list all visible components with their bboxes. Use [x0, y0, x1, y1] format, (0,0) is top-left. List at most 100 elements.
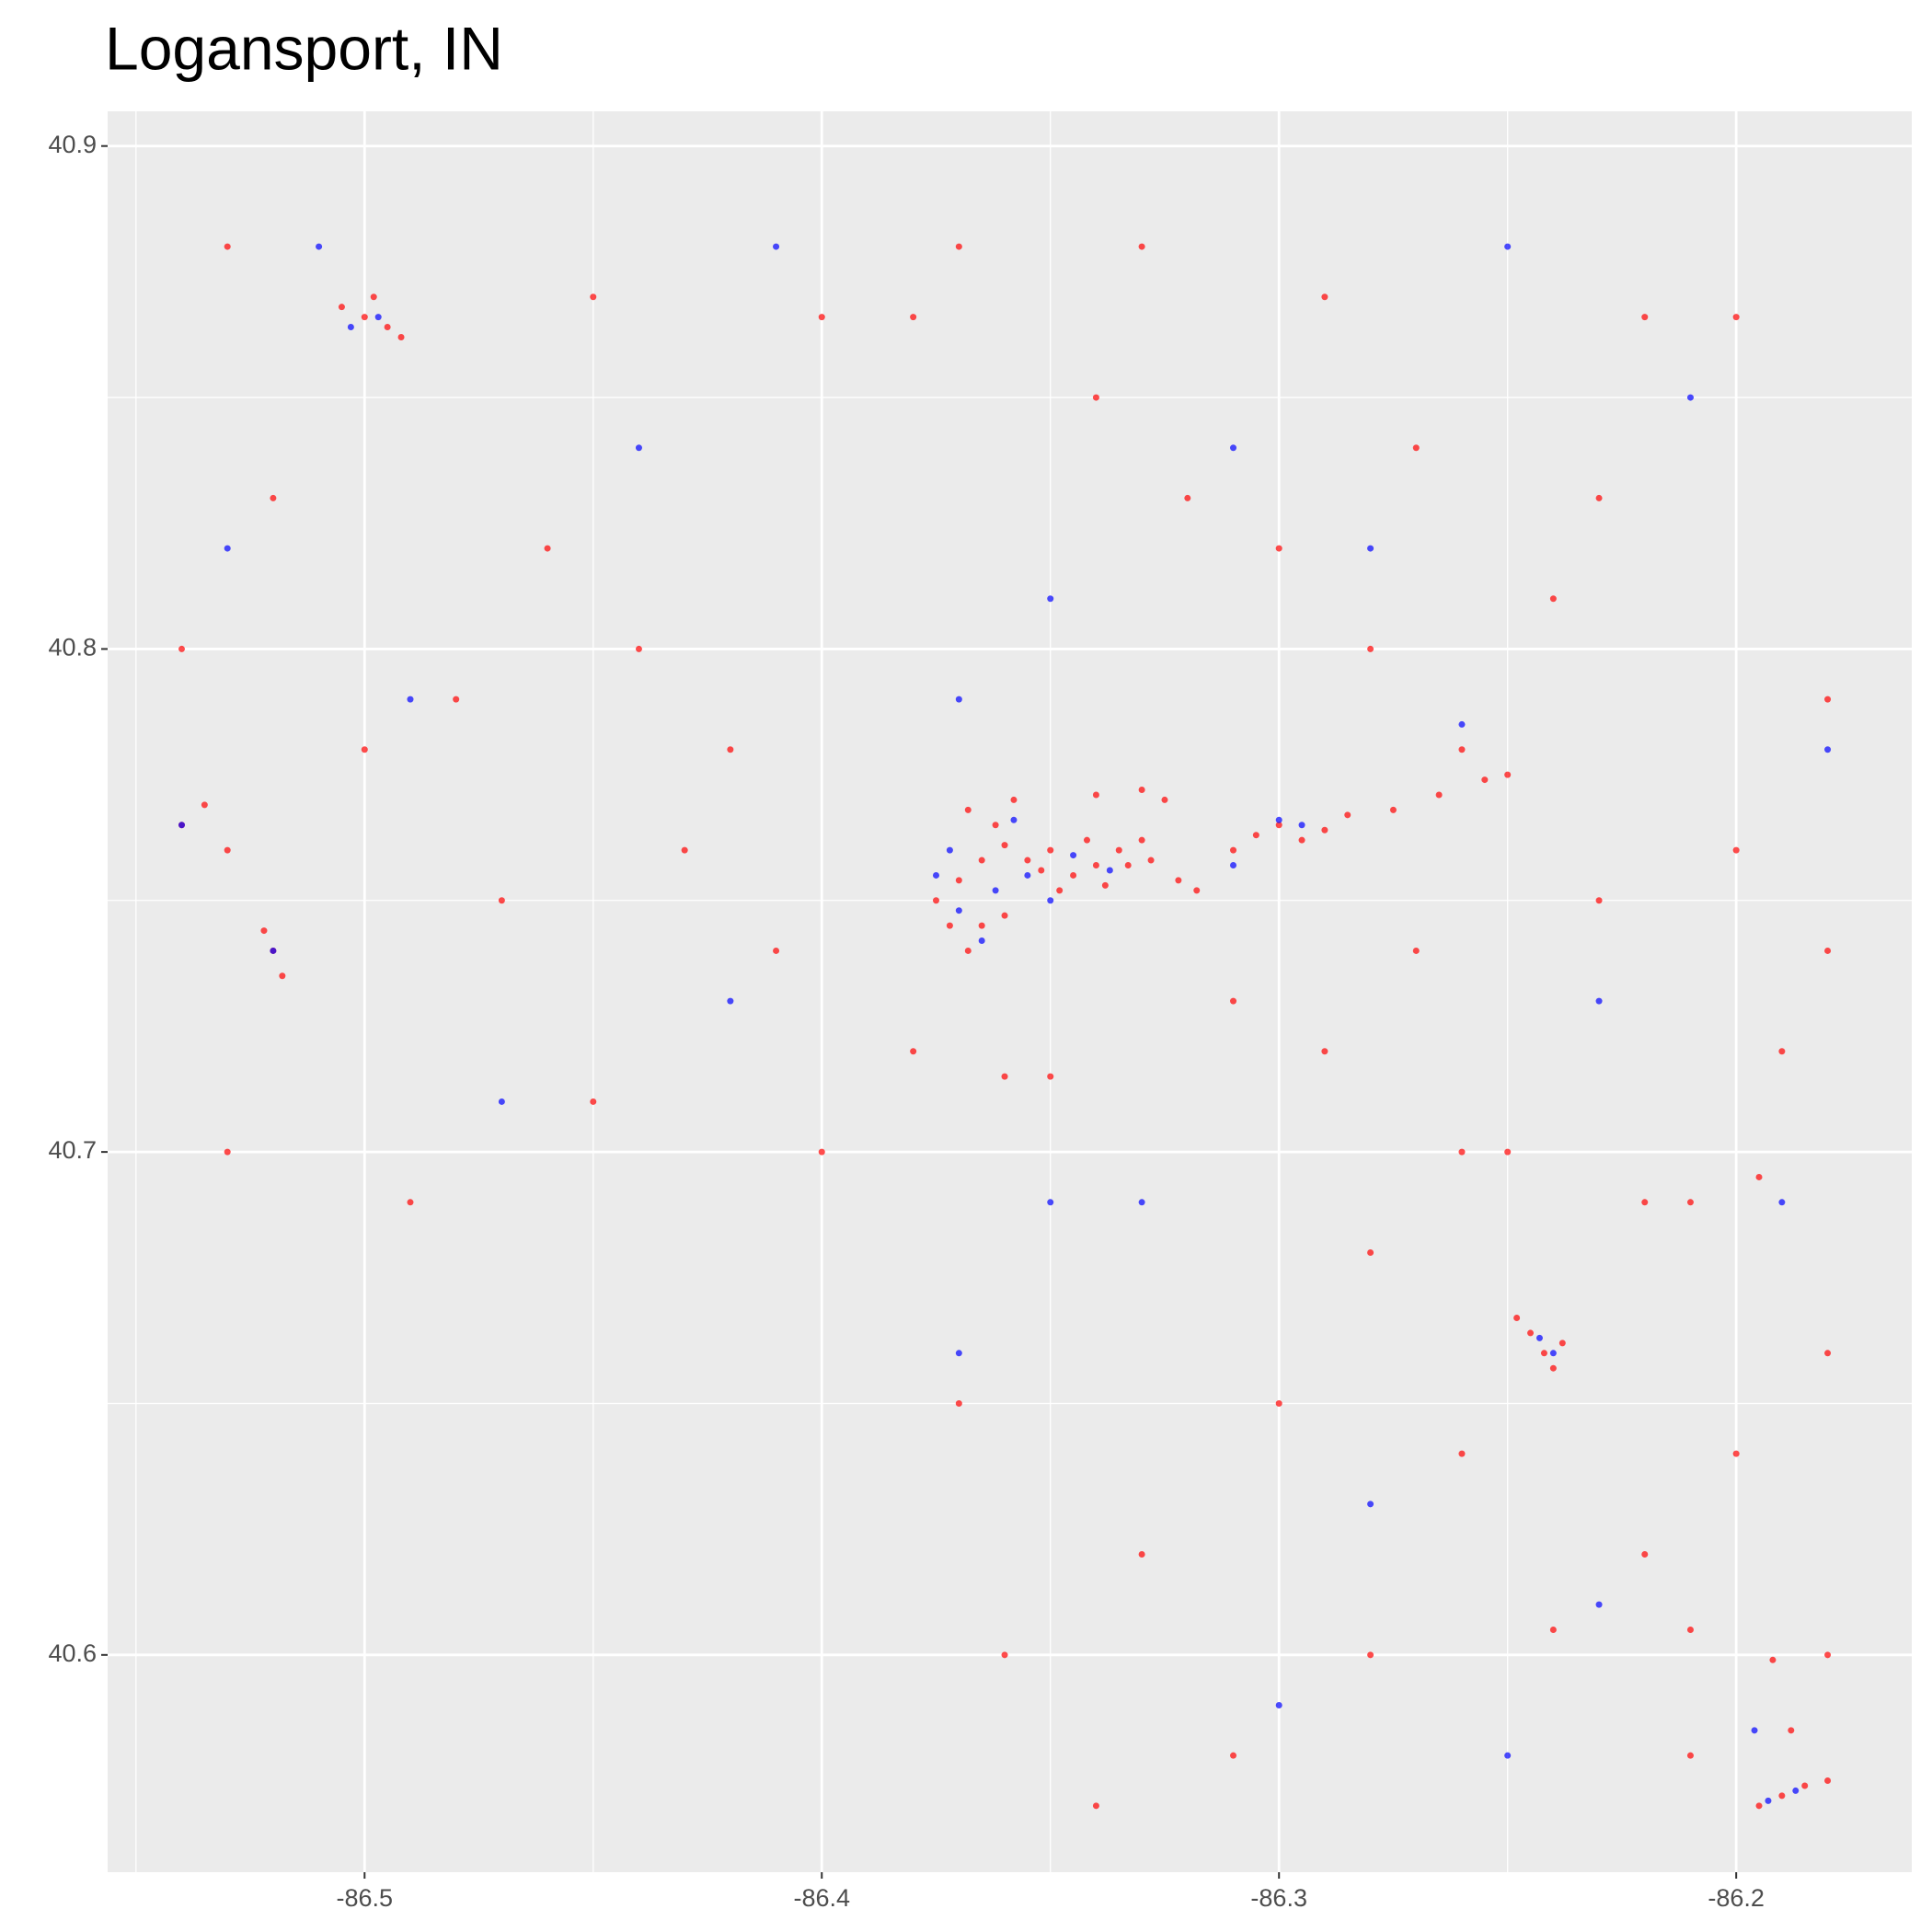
point [1047, 846, 1054, 854]
point [955, 243, 962, 250]
point [910, 1048, 917, 1055]
point [1824, 746, 1832, 753]
x-tick-label: -86.3 [1250, 1884, 1307, 1912]
point [1504, 1148, 1512, 1156]
point [370, 293, 377, 301]
point [978, 922, 985, 929]
point [374, 314, 382, 321]
point [1367, 1248, 1374, 1256]
point [1732, 846, 1740, 854]
point [1458, 746, 1466, 753]
point [1686, 1199, 1694, 1206]
point [1549, 1364, 1557, 1372]
point [1230, 444, 1237, 452]
point [224, 846, 231, 854]
point [178, 822, 186, 829]
point [1010, 816, 1018, 823]
point [1321, 1048, 1328, 1055]
point [1641, 1550, 1649, 1558]
point [1824, 947, 1832, 954]
point [1778, 1199, 1786, 1206]
point [773, 243, 780, 250]
point [1755, 1802, 1763, 1810]
point [1755, 1173, 1763, 1180]
point [279, 972, 286, 980]
point [1138, 1199, 1145, 1206]
point [1641, 1199, 1649, 1206]
point [590, 293, 597, 301]
y-tick-label: 40.6 [48, 1639, 97, 1667]
point [1124, 862, 1132, 869]
point [635, 444, 642, 452]
point [590, 1098, 597, 1105]
point [1298, 836, 1305, 844]
point [1504, 771, 1512, 778]
x-tick-label: -86.2 [1708, 1884, 1765, 1912]
point [1092, 394, 1099, 401]
point [1275, 545, 1282, 552]
point [727, 997, 734, 1005]
point [1230, 846, 1237, 854]
point [1230, 862, 1237, 869]
point [1549, 595, 1557, 603]
point [1047, 1199, 1054, 1206]
point [1549, 1350, 1557, 1357]
point [1686, 394, 1694, 401]
point [201, 801, 208, 809]
point [818, 314, 825, 321]
point [453, 696, 460, 703]
point [1765, 1797, 1772, 1804]
point [1001, 1073, 1008, 1080]
point [407, 1199, 414, 1206]
point [1367, 1501, 1374, 1508]
point [1047, 897, 1054, 904]
point [1138, 1550, 1145, 1558]
point [407, 696, 414, 703]
point [681, 846, 688, 854]
point [1778, 1048, 1786, 1055]
point [1527, 1329, 1535, 1337]
point [1686, 1752, 1694, 1759]
point [1513, 1315, 1521, 1322]
y-tick-label: 40.7 [48, 1136, 97, 1164]
point [978, 937, 985, 945]
point [818, 1148, 825, 1156]
point [1504, 243, 1512, 250]
point [1321, 826, 1328, 834]
point [1161, 796, 1168, 803]
point [978, 857, 985, 864]
point [1070, 871, 1077, 879]
point [1367, 1651, 1374, 1659]
point [932, 897, 939, 904]
point [1083, 836, 1090, 844]
point [1435, 791, 1443, 799]
chart-title: Logansport, IN [105, 14, 503, 82]
point [955, 696, 962, 703]
point [1540, 1350, 1547, 1357]
point [1321, 293, 1328, 301]
point [1298, 822, 1305, 829]
point [1458, 720, 1466, 728]
point [932, 871, 939, 879]
point [1535, 1334, 1543, 1341]
point [1147, 857, 1155, 864]
point [910, 314, 917, 321]
point [1549, 1626, 1557, 1633]
point [1824, 1651, 1832, 1659]
point [1344, 811, 1351, 819]
point [946, 922, 953, 929]
point [1106, 867, 1113, 874]
point [1792, 1787, 1800, 1794]
point [1101, 881, 1109, 889]
point [1412, 947, 1420, 954]
point [955, 907, 962, 914]
point [1641, 314, 1649, 321]
point [1778, 1792, 1786, 1800]
point [946, 846, 953, 854]
point [1732, 1450, 1740, 1457]
point [1412, 444, 1420, 452]
point [347, 324, 354, 331]
y-tick-label: 40.9 [48, 131, 97, 158]
point [1275, 1399, 1282, 1407]
